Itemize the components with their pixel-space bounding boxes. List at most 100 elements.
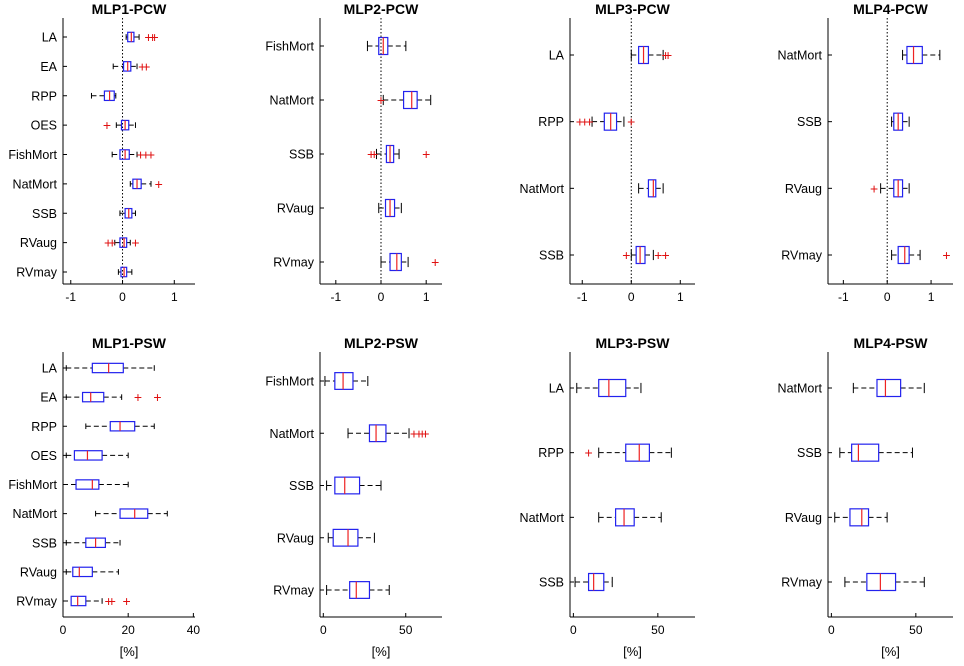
iqr-box [73, 450, 103, 461]
x-tick-label: 0 [320, 623, 327, 637]
panel-title: MLP2-PCW [344, 1, 419, 17]
x-tick-label: 1 [423, 290, 430, 304]
box-natmort: NatMort [778, 378, 925, 398]
x-tick-label: 50 [909, 623, 923, 637]
panel-mlp2-pcw: MLP2-PCW -1 0 1 FishMort NatMort + SSB + + + RVaug R… [265, 1, 442, 304]
category-label: RVaug [20, 236, 57, 250]
category-label: RVaug [785, 511, 822, 525]
box-natmort: NatMort [13, 507, 168, 521]
outlier-marker: + [105, 593, 113, 609]
outlier-marker: + [377, 92, 385, 108]
box-la: LA +++ [42, 29, 159, 45]
x-tick-label: 40 [187, 623, 201, 637]
iqr-box [402, 90, 418, 110]
box-rvmay: RVmay ++ + [16, 593, 130, 609]
outlier-marker: + [103, 117, 111, 133]
category-label: NatMort [778, 49, 823, 63]
outlier-marker: + [870, 180, 878, 196]
category-label: SSB [32, 207, 57, 221]
panel-title: MLP3-PSW [596, 335, 671, 351]
x-tick-label: 1 [677, 290, 684, 304]
x-axis-label: [%] [881, 644, 900, 659]
panel-title: MLP1-PCW [92, 1, 167, 17]
category-label: SSB [289, 479, 314, 493]
box-ea: EA ++ [40, 58, 150, 74]
category-label: SSB [797, 115, 822, 129]
category-label: LA [549, 382, 565, 396]
category-label: RVaug [277, 202, 314, 216]
category-label: FishMort [265, 375, 314, 389]
category-label: LA [549, 49, 565, 63]
outlier-marker: + [661, 47, 669, 63]
box-oes: OES [31, 449, 129, 463]
outlier-marker: + [131, 235, 139, 251]
category-label: RVmay [16, 266, 58, 280]
x-axis-label: [%] [372, 644, 391, 659]
box-fishmort: FishMort [8, 478, 129, 492]
x-tick-label: 20 [122, 623, 136, 637]
box-natmort: NatMort + [270, 90, 432, 110]
panel-mlp4-pcw: MLP4-PCW -1 0 1 NatMort SSB RVaug + RVmay + [778, 1, 953, 304]
category-label: FishMort [8, 148, 57, 162]
category-label: RVmay [273, 256, 315, 270]
box-fishmort: FishMort [265, 372, 369, 390]
box-la: LA [42, 362, 155, 376]
category-label: NatMort [520, 182, 565, 196]
category-label: RVaug [785, 182, 822, 196]
iqr-box [72, 566, 93, 578]
box-rvaug: RVaug [785, 508, 888, 527]
iqr-box [368, 424, 387, 443]
outlier-marker: + [415, 425, 423, 441]
category-label: NatMort [13, 177, 58, 191]
iqr-box [109, 420, 136, 432]
panel-title: MLP4-PSW [854, 335, 929, 351]
iqr-box [70, 595, 87, 607]
iqr-box [615, 508, 635, 527]
box-rpp: RPP +++ + [538, 112, 635, 131]
panel-mlp4-psw: MLP4-PSW 0 50 [%] NatMort SSB RVaug RVmay [778, 335, 953, 659]
category-label: SSB [539, 249, 564, 263]
x-tick-label: -1 [577, 290, 588, 304]
x-tick-label: 0 [119, 290, 126, 304]
x-tick-label: -1 [65, 290, 76, 304]
x-axis-label: [%] [120, 644, 139, 659]
iqr-box [866, 572, 897, 592]
category-label: RVmay [273, 584, 315, 598]
category-label: LA [42, 362, 58, 376]
outlier-marker: + [148, 29, 156, 45]
x-tick-label: 0 [884, 290, 891, 304]
outlier-marker: + [431, 254, 439, 270]
iqr-box [75, 479, 100, 490]
box-la: LA ++ [549, 45, 672, 65]
category-label: RPP [31, 420, 57, 434]
x-tick-label: 1 [171, 290, 178, 304]
category-label: RPP [538, 115, 564, 129]
box-ssb: SSB [32, 207, 136, 221]
box-natmort: NatMort [520, 179, 664, 198]
outlier-marker: + [142, 147, 150, 163]
outlier-marker: + [422, 146, 430, 162]
category-label: RVmay [781, 249, 823, 263]
x-tick-label: 50 [651, 623, 665, 637]
iqr-box [647, 179, 657, 198]
category-label: FishMort [265, 40, 314, 54]
category-label: OES [31, 119, 57, 133]
outlier-marker: + [108, 593, 116, 609]
outlier-marker: + [138, 58, 146, 74]
iqr-box [849, 508, 870, 527]
category-label: RVmay [781, 576, 823, 590]
iqr-box [332, 528, 359, 547]
iqr-box [91, 362, 124, 374]
iqr-box [851, 443, 880, 462]
box-la: LA [549, 378, 642, 398]
iqr-box [598, 378, 627, 398]
x-tick-label: 50 [399, 623, 413, 637]
outlier-marker: + [942, 247, 950, 263]
box-rpp: RPP + [538, 443, 672, 462]
box-fishmort: FishMort +++ [8, 147, 155, 163]
box-ssb: SSB [32, 536, 121, 550]
category-label: RPP [538, 446, 564, 460]
